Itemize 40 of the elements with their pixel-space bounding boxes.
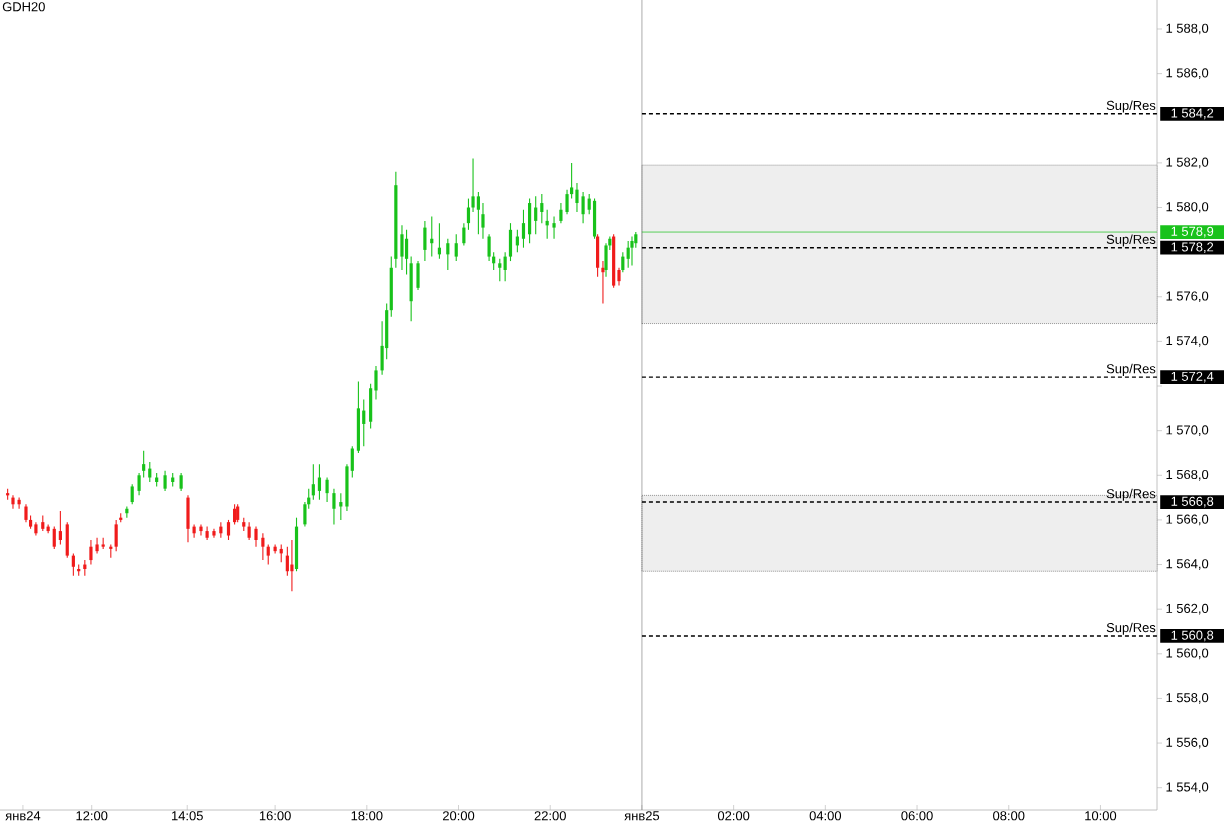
text: 1 566,8 <box>1171 496 1214 508</box>
x-tick-label: янв25 <box>624 811 660 821</box>
x-tick-label: 22:00 <box>534 811 566 821</box>
x-tick-label: 06:00 <box>901 811 933 821</box>
text: 1 578,9 <box>1171 226 1214 238</box>
y-tick-label: 1 564,0 <box>1166 559 1209 570</box>
ref-line-label: Sup/Res <box>1106 234 1156 247</box>
text: 1 560,8 <box>1171 630 1214 642</box>
x-tick-label: янв24 <box>5 811 41 821</box>
y-tick-label: 1 580,0 <box>1166 202 1209 213</box>
y-tick-label: 1 582,0 <box>1166 157 1209 169</box>
x-tick-label: 14:05 <box>172 811 203 821</box>
y-tick-label: 1 554,0 <box>1166 782 1209 794</box>
x-tick-label: 16:00 <box>259 811 291 821</box>
y-tick-label: 1 588,0 <box>1166 23 1209 35</box>
ref-line-label: Sup/Res <box>1106 622 1156 635</box>
x-tick-label: 20:00 <box>442 811 475 821</box>
x-tick-label: 08:00 <box>993 811 1025 821</box>
y-tick-label: 1 568,0 <box>1166 469 1209 481</box>
text: 1 584,2 <box>1171 108 1214 120</box>
chart-title: GDH20 <box>2 2 45 12</box>
y-tick-label: 1 574,0 <box>1166 336 1209 347</box>
x-tick-label: 02:00 <box>717 811 750 821</box>
x-tick-label: 10:00 <box>1085 811 1117 821</box>
text: 1 578,2 <box>1171 242 1214 254</box>
ref-line-label: Sup/Res <box>1106 488 1156 501</box>
x-tick-label: 04:00 <box>809 811 842 821</box>
ref-line-label: Sup/Res <box>1106 100 1156 113</box>
text: 1 572,4 <box>1171 371 1214 383</box>
y-tick-label: 1 556,0 <box>1166 737 1209 749</box>
x-tick-label: 12:00 <box>76 811 108 821</box>
x-tick-label: 18:00 <box>351 811 383 821</box>
y-tick-label: 1 586,0 <box>1166 68 1209 79</box>
y-tick-label: 1 560,0 <box>1166 648 1209 660</box>
y-tick-label: 1 558,0 <box>1166 693 1209 704</box>
ref-line-label: Sup/Res <box>1106 363 1156 376</box>
y-tick-label: 1 566,0 <box>1166 514 1209 526</box>
y-tick-label: 1 576,0 <box>1166 291 1209 303</box>
y-tick-label: 1 562,0 <box>1166 603 1209 615</box>
y-tick-label: 1 570,0 <box>1166 425 1209 436</box>
